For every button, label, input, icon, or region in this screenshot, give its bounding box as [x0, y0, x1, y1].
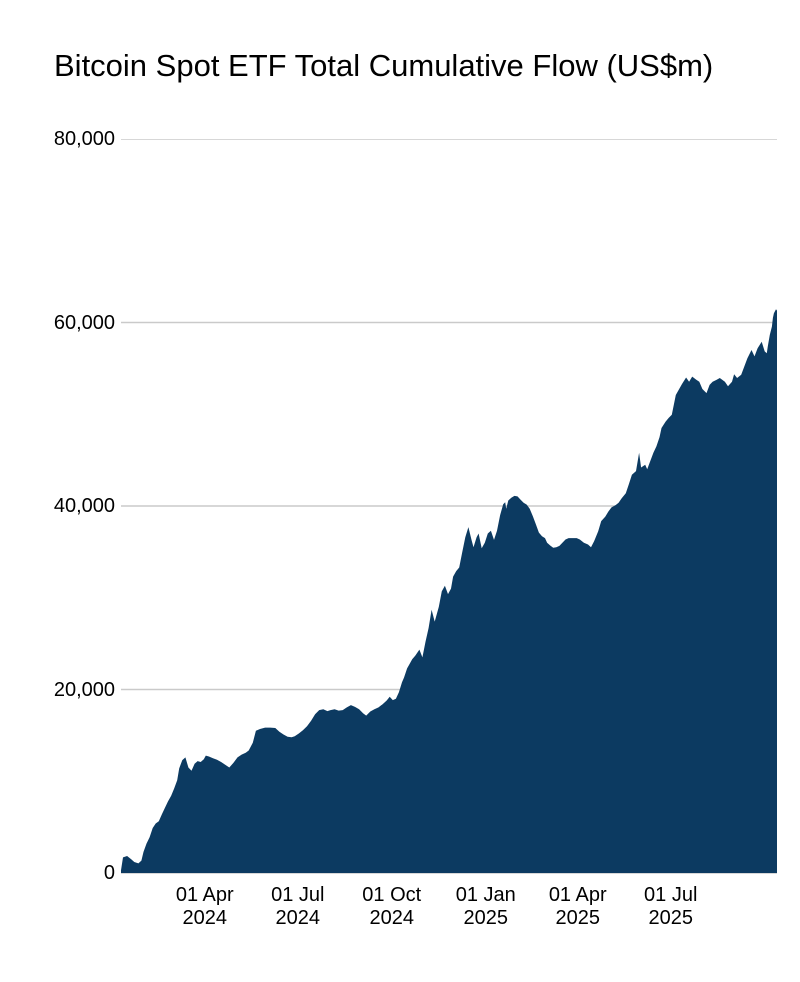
x-axis-tick-date: 01 Jul: [644, 884, 698, 906]
x-axis-tick-year: 2024: [182, 907, 228, 929]
x-axis-tick-label: 01 Jul 2025: [601, 884, 741, 930]
x-axis-tick-label: 01 Apr 2024: [135, 884, 275, 930]
x-axis-tick-date: 01 Apr: [175, 884, 234, 906]
chart-title: Bitcoin Spot ETF Total Cumulative Flow (…: [54, 48, 714, 83]
y-axis-tick-label: 60,000: [53, 311, 115, 334]
x-axis-tick-date: 01 Jan: [455, 884, 516, 906]
x-axis-tick-year: 2024: [275, 907, 321, 929]
area-series: [121, 309, 777, 873]
y-axis-tick-label: 40,000: [53, 495, 115, 517]
x-axis-tick-year: 2025: [463, 907, 509, 929]
x-axis-tick-label: 01 Oct 2024: [322, 884, 462, 930]
x-axis-tick-label: 01 Apr 2025: [508, 884, 648, 930]
x-axis-tick-date: 01 Oct: [362, 884, 422, 906]
x-axis-tick-date: 01 Jul: [271, 884, 325, 906]
y-axis-tick-label: 0: [103, 862, 115, 884]
y-axis-tick-label: 80,000: [53, 128, 115, 150]
x-axis-tick-year: 2025: [555, 907, 600, 929]
cumulative-flow-area-chart: [121, 139, 777, 874]
x-axis-tick-year: 2025: [648, 907, 693, 929]
x-axis-tick-label: 01 Jul 2024: [228, 884, 368, 930]
y-axis-tick-label: 20,000: [53, 678, 115, 701]
x-axis-tick-label: 01 Jan 2025: [416, 884, 556, 930]
x-axis-tick-year: 2024: [369, 907, 415, 929]
x-axis-tick-date: 01 Apr: [548, 884, 607, 906]
